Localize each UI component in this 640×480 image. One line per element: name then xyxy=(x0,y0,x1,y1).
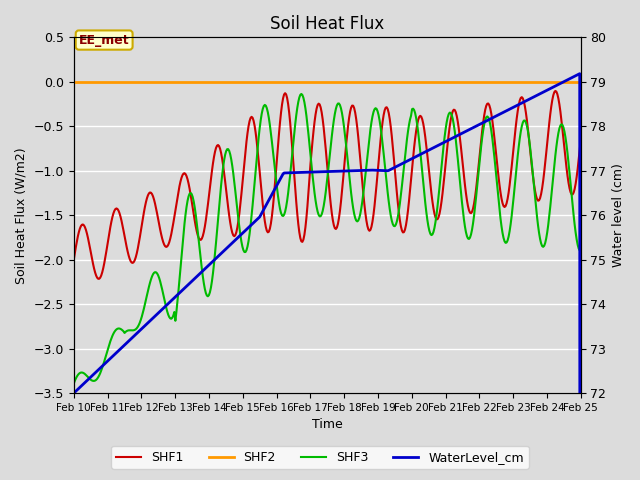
SHF3 xyxy=(486,122,494,128)
Y-axis label: Water level (cm): Water level (cm) xyxy=(612,163,625,267)
SHF3 xyxy=(566,170,573,176)
WaterLevel_cm xyxy=(310,169,318,175)
Text: EE_met: EE_met xyxy=(79,34,129,47)
Legend: SHF1, SHF2, SHF3, WaterLevel_cm: SHF1, SHF2, SHF3, WaterLevel_cm xyxy=(111,446,529,469)
SHF1 xyxy=(312,111,319,117)
SHF3 xyxy=(372,106,380,112)
SHF1 xyxy=(577,137,584,143)
WaterLevel_cm xyxy=(576,71,584,76)
SHF2 xyxy=(314,79,321,84)
SHF1 xyxy=(552,88,559,94)
Line: SHF1: SHF1 xyxy=(74,91,580,279)
SHF1 xyxy=(372,182,380,188)
SHF1 xyxy=(70,257,77,263)
X-axis label: Time: Time xyxy=(312,419,342,432)
SHF3 xyxy=(70,381,77,386)
SHF3 xyxy=(577,248,584,253)
SHF1 xyxy=(95,276,103,282)
WaterLevel_cm xyxy=(314,169,321,175)
SHF2 xyxy=(344,79,352,84)
SHF3 xyxy=(298,91,305,97)
SHF3 xyxy=(315,212,323,217)
WaterLevel_cm xyxy=(70,390,77,396)
SHF1 xyxy=(345,115,353,121)
WaterLevel_cm xyxy=(564,76,572,82)
WaterLevel_cm xyxy=(344,168,352,174)
Line: WaterLevel_cm: WaterLevel_cm xyxy=(74,73,580,480)
Line: SHF3: SHF3 xyxy=(74,94,580,384)
SHF2 xyxy=(372,79,380,84)
SHF2 xyxy=(577,79,584,84)
SHF1 xyxy=(486,106,494,111)
SHF3 xyxy=(345,171,353,177)
SHF2 xyxy=(564,79,572,84)
SHF1 xyxy=(315,101,323,107)
SHF1 xyxy=(567,189,575,195)
WaterLevel_cm xyxy=(486,117,493,122)
SHF2 xyxy=(310,79,318,84)
SHF2 xyxy=(70,79,77,84)
SHF3 xyxy=(312,198,319,204)
WaterLevel_cm xyxy=(372,168,380,173)
Y-axis label: Soil Heat Flux (W/m2): Soil Heat Flux (W/m2) xyxy=(15,147,28,284)
Title: Soil Heat Flux: Soil Heat Flux xyxy=(270,15,385,33)
SHF2 xyxy=(486,79,493,84)
